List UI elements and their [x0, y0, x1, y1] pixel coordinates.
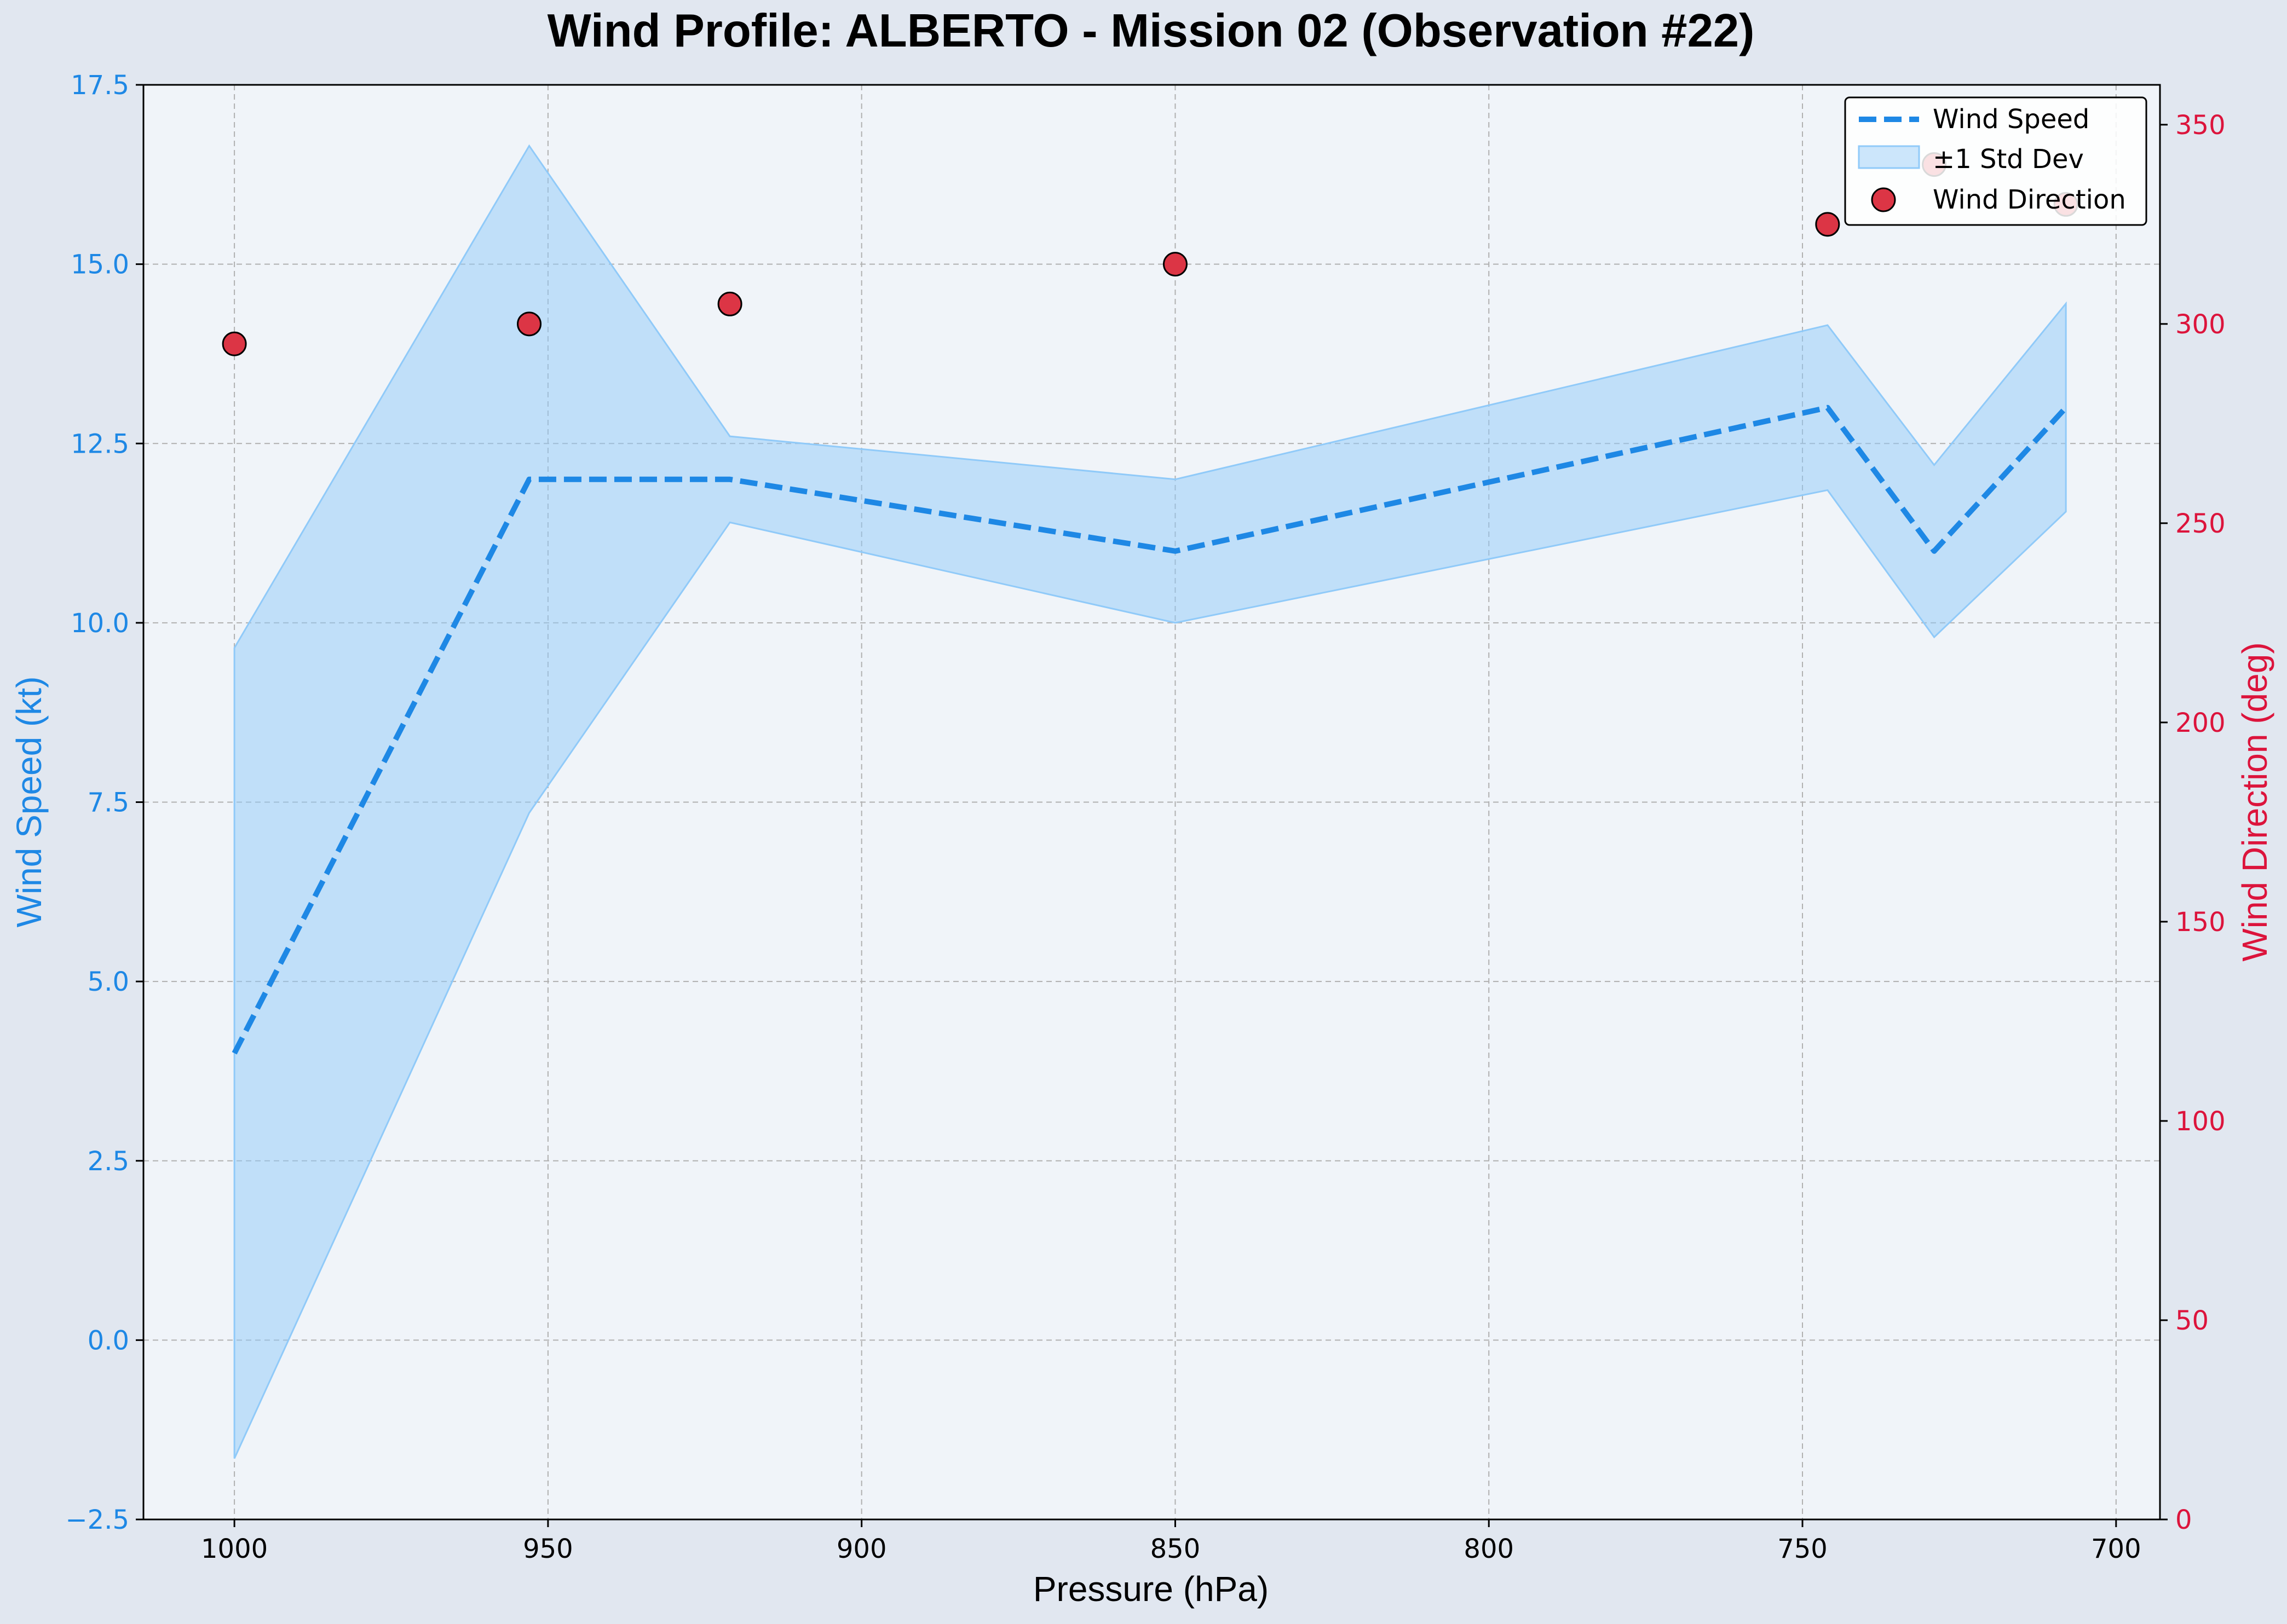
legend-std-dev-label: ±1 Std Dev: [1933, 144, 2084, 175]
std-dev-band: [233, 144, 2067, 1459]
legend-wind-direction-label: Wind Direction: [1933, 184, 2126, 215]
std-dev-band-layer: [233, 144, 2067, 1459]
legend: Wind Speed ±1 Std Dev Wind Direction: [1844, 96, 2147, 226]
right-y-tick-label: 300: [2175, 309, 2226, 340]
left-y-tick-label: 10.0: [71, 608, 129, 639]
left-y-axis-label: Wind Speed (kt): [9, 677, 49, 928]
right-y-tick-label: 50: [2175, 1305, 2209, 1336]
left-y-tick-label: 17.5: [71, 70, 129, 101]
right-y-tick-label: 0: [2175, 1505, 2192, 1535]
x-tick-label: 900: [837, 1534, 887, 1564]
left-y-tick-label: 0.0: [88, 1325, 129, 1356]
wind-direction-point: [1815, 212, 1840, 237]
x-tick-label: 800: [1464, 1534, 1514, 1564]
x-tick-label: 850: [1150, 1534, 1201, 1564]
wind-direction-point: [517, 311, 542, 337]
wind-direction-point: [717, 291, 742, 316]
legend-std-dev-swatch: [1858, 145, 1920, 169]
x-tick-label: 1000: [201, 1534, 268, 1564]
right-y-tick-label: 350: [2175, 110, 2226, 141]
left-y-tick-label: 12.5: [71, 429, 129, 459]
left-y-tick-label: −2.5: [65, 1505, 129, 1535]
legend-wind-direction-swatch: [1871, 187, 1896, 212]
x-tick-label: 750: [1777, 1534, 1828, 1564]
wind-speed-line: [232, 404, 2068, 1055]
x-tick-label: 950: [523, 1534, 573, 1564]
legend-wind-speed-label: Wind Speed: [1933, 104, 2089, 135]
left-y-tick-label: 5.0: [88, 967, 129, 997]
left-y-axis-ticks: −2.5 0.0 2.5 5.0 7.5 10.0 12.5 15.0 17.5: [65, 70, 143, 1535]
x-axis-ticks: 1000 950 900 850 800 750 700: [201, 1519, 2141, 1564]
right-y-tick-label: 150: [2175, 907, 2226, 938]
left-y-tick-label: 15.0: [71, 250, 129, 280]
right-y-axis-label: Wind Direction (deg): [2235, 642, 2274, 961]
wind-direction-point: [1162, 252, 1188, 277]
right-y-axis-ticks: 0 50 100 150 200 250 300 350: [2160, 110, 2226, 1535]
right-y-tick-label: 100: [2175, 1106, 2226, 1137]
x-tick-label: 700: [2091, 1534, 2141, 1564]
x-axis-label: Pressure (hPa): [1033, 1569, 1269, 1609]
right-y-tick-label: 200: [2175, 708, 2226, 738]
chart-title: Wind Profile: ALBERTO - Mission 02 (Obse…: [548, 5, 1755, 57]
wind-speed-line-layer: [232, 404, 2068, 1055]
right-y-tick-label: 250: [2175, 508, 2226, 539]
wind-direction-point: [222, 331, 247, 356]
legend-box: [1844, 96, 2147, 226]
left-y-tick-label: 7.5: [88, 788, 129, 818]
left-y-tick-label: 2.5: [88, 1146, 129, 1177]
